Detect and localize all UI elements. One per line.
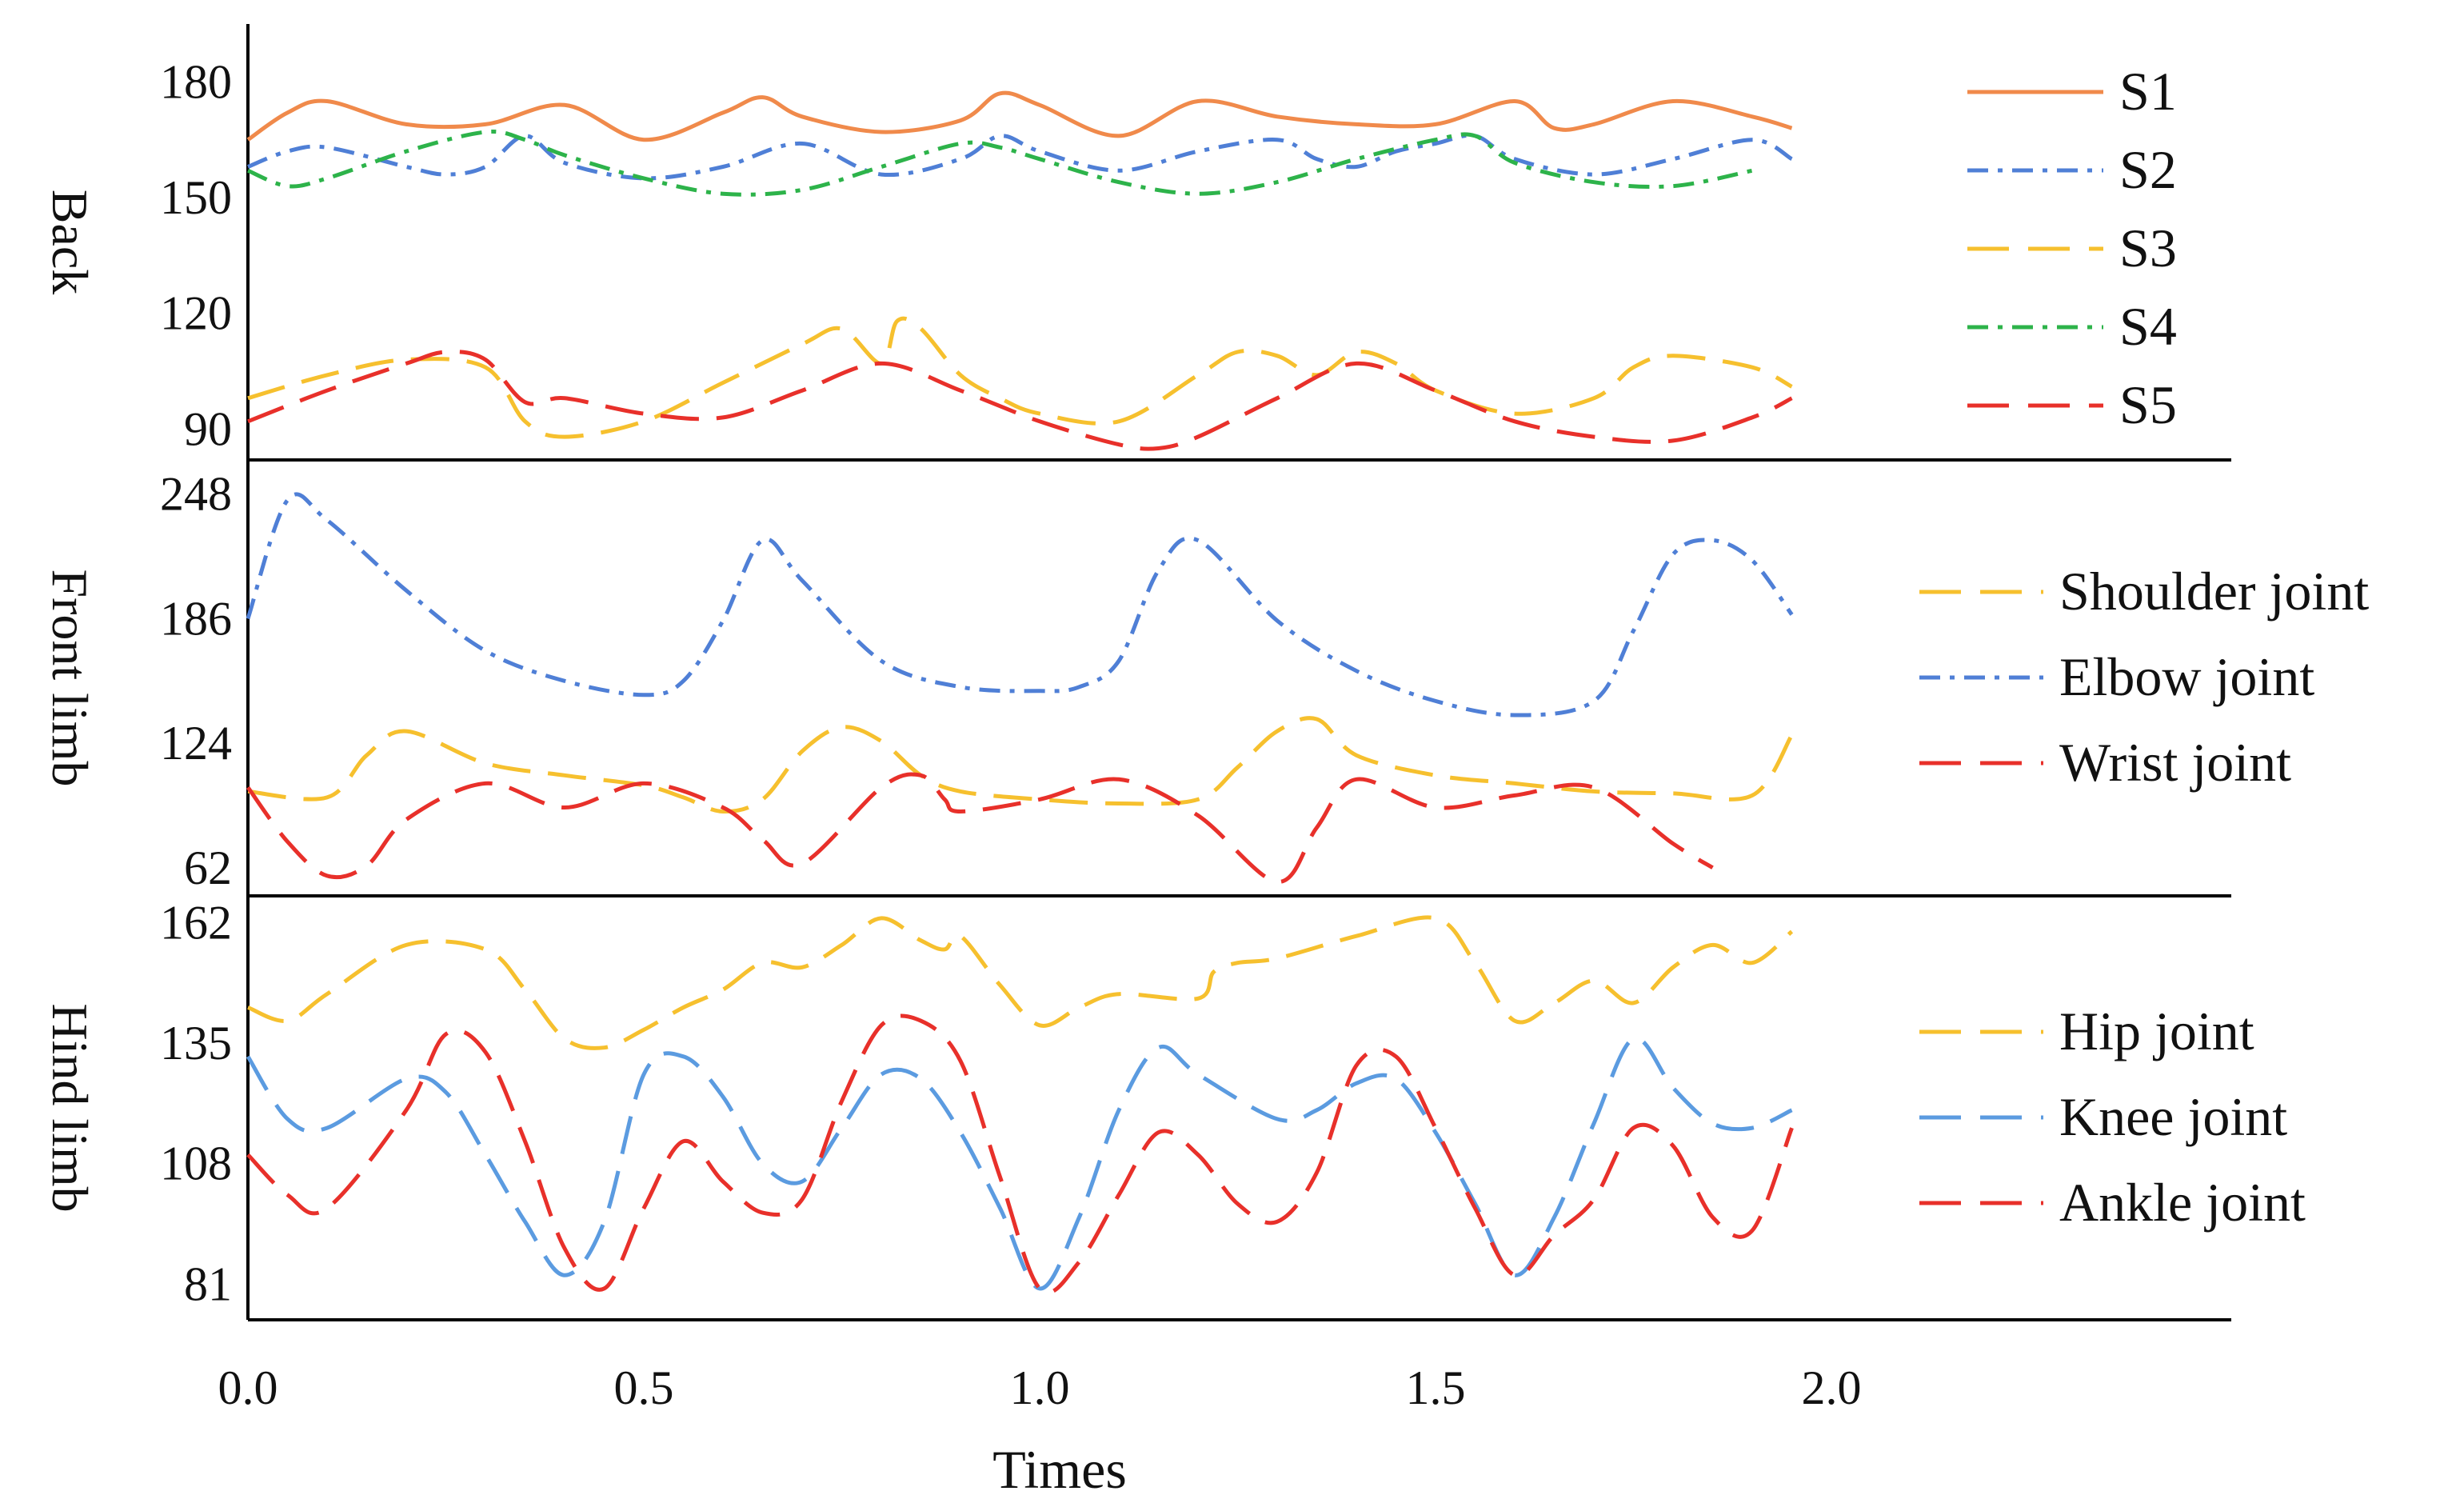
y-tick-label: 108 bbox=[160, 1137, 232, 1190]
y-axis-label-hind: Hind limb bbox=[42, 1003, 98, 1212]
series-lines bbox=[246, 90, 1794, 1295]
series-line-knee-joint bbox=[246, 1036, 1793, 1291]
legend-label: Hip joint bbox=[2059, 1001, 2254, 1061]
y-tick-label: 150 bbox=[160, 171, 232, 224]
legend-label: S1 bbox=[2119, 61, 2177, 122]
y-axis-label-back: Back bbox=[42, 190, 98, 295]
x-tick-label: 0.0 bbox=[218, 1361, 278, 1414]
y-tick-label: 120 bbox=[160, 287, 232, 340]
tick-labels: 0.0 0.5 1.0 1.5 2.0 180 150 120 90 248 186 124 62162… bbox=[160, 55, 1862, 1414]
y-axis-label-front: Front limb bbox=[42, 569, 98, 786]
y-tick-label: 180 bbox=[160, 55, 232, 108]
y-tick-label: 248 bbox=[160, 468, 232, 521]
legend-label: S2 bbox=[2119, 139, 2177, 200]
y-tick-label: 62 bbox=[184, 841, 232, 894]
series-line-ankle-joint bbox=[246, 1013, 1794, 1295]
series-line-s3 bbox=[247, 316, 1793, 439]
y-tick-label: 135 bbox=[160, 1017, 232, 1069]
series-line-elbow-joint bbox=[246, 492, 1794, 718]
axes bbox=[246, 24, 2231, 1321]
y-tick-label: 90 bbox=[184, 402, 232, 455]
legend-label: S5 bbox=[2119, 374, 2177, 435]
legend-label: Wrist joint bbox=[2059, 732, 2291, 793]
x-tick-label: 1.0 bbox=[1010, 1361, 1070, 1414]
x-tick-label: 2.0 bbox=[1802, 1361, 1862, 1414]
legend-label: Elbow joint bbox=[2059, 646, 2314, 707]
series-line-shoulder-joint bbox=[247, 716, 1794, 814]
legend-label: Shoulder joint bbox=[2059, 561, 2369, 622]
x-tick-label: 1.5 bbox=[1406, 1361, 1466, 1414]
series-line-s2 bbox=[247, 133, 1793, 181]
series-line-s1 bbox=[246, 90, 1793, 142]
y-tick-label: 81 bbox=[184, 1257, 232, 1310]
legend-label: Ankle joint bbox=[2059, 1172, 2306, 1233]
x-axis-label: Times bbox=[992, 1439, 1127, 1500]
axis-labels: Times Back Front limb Hind limb bbox=[42, 190, 1127, 1500]
y-tick-label: 124 bbox=[160, 717, 232, 769]
series-line-wrist-joint bbox=[246, 772, 1714, 884]
legends: S1 S2 S3 S4 S5 Shoulder joint Elbow joint Wrist… bbox=[1919, 61, 2369, 1233]
series-line-hip-joint bbox=[247, 915, 1794, 1050]
legend-label: S4 bbox=[2119, 296, 2177, 357]
y-tick-label: 186 bbox=[160, 592, 232, 645]
legend-label: S3 bbox=[2119, 218, 2177, 278]
y-tick-label: 162 bbox=[160, 896, 232, 949]
series-line-s4 bbox=[247, 130, 1753, 197]
series-line-s5 bbox=[247, 350, 1793, 451]
x-tick-label: 0.5 bbox=[614, 1361, 674, 1414]
legend-label: Knee joint bbox=[2059, 1086, 2287, 1147]
